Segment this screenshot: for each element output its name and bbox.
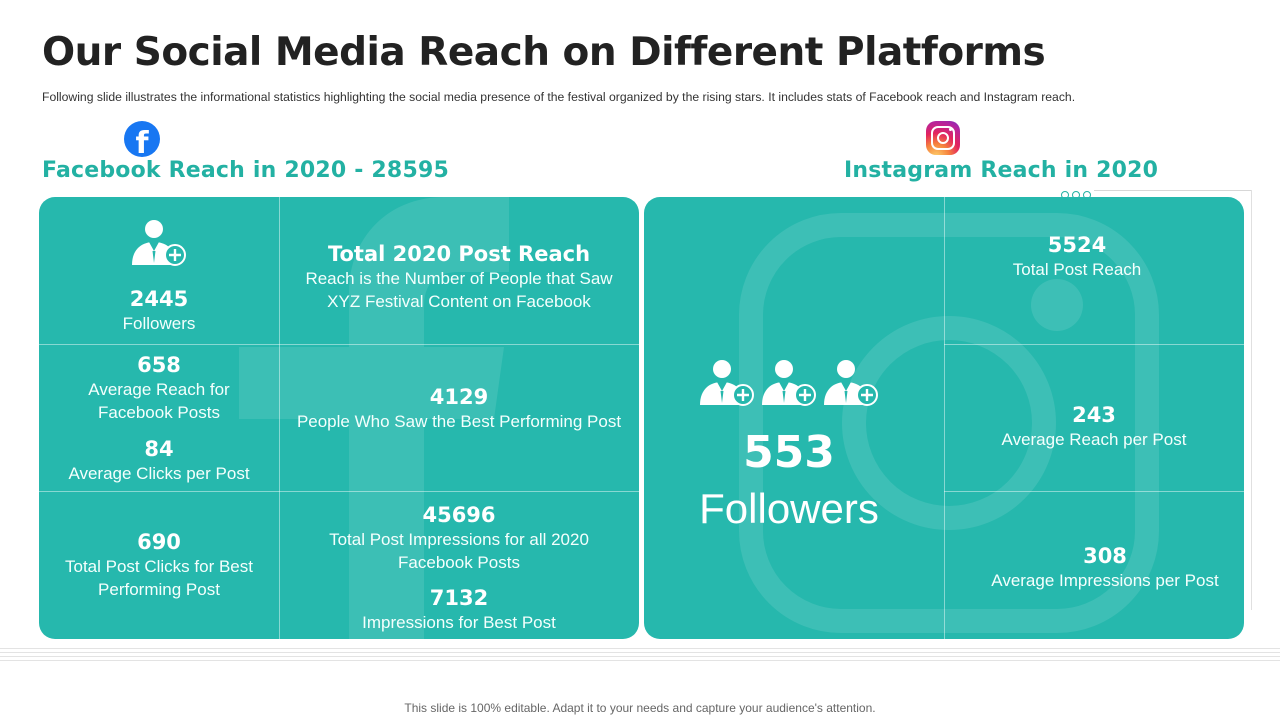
facebook-best-post-viewers-cell: 4129 People Who Saw the Best Performing …: [279, 344, 639, 474]
facebook-total-impressions-value: 45696: [422, 502, 496, 527]
page-subtitle: Following slide illustrates the informat…: [42, 90, 1076, 104]
instagram-average-reach-cell: 243 Average Reach per Post: [944, 387, 1244, 467]
facebook-followers-cell: 2445 Followers: [39, 205, 279, 344]
facebook-average-reach-label: Average Reach for Facebook Posts: [88, 379, 230, 422]
facebook-total-post-reach-cell: Total 2020 Post Reach Reach is the Numbe…: [279, 237, 639, 317]
facebook-total-impressions-label: Total Post Impressions for all 2020 Face…: [329, 529, 589, 572]
facebook-total-post-reach-title: Total 2020 Post Reach: [327, 242, 591, 266]
facebook-icon: f: [124, 121, 160, 161]
facebook-average-reach-cell: 658 Average Reach for Facebook Posts: [39, 353, 279, 423]
instagram-average-impressions-cell: 308 Average Impressions per Post: [944, 528, 1244, 608]
instagram-followers-label: Followers: [699, 485, 879, 532]
facebook-best-post-viewers-value: 4129: [429, 385, 489, 409]
instagram-followers-value: 553: [743, 427, 835, 478]
user-add-icon: [130, 215, 188, 269]
facebook-total-impressions-cell: 45696 Total Post Impressions for all 202…: [279, 501, 639, 575]
instagram-heading: Instagram Reach in 2020: [844, 158, 1159, 183]
facebook-total-post-reach-description: Reach is the Number of People that Saw X…: [305, 269, 613, 311]
instagram-total-post-reach-label: Total Post Reach: [1012, 260, 1142, 279]
decorative-line: [1094, 190, 1252, 191]
instagram-average-reach-value: 243: [1072, 403, 1116, 427]
user-add-icon: [822, 355, 880, 409]
facebook-panel: 2445 Followers Total 2020 Post Reach Rea…: [39, 197, 639, 639]
user-add-icon: [698, 355, 756, 409]
facebook-average-clicks-cell: 84 Average Clicks per Post: [39, 437, 279, 485]
facebook-average-clicks-value: 84: [144, 437, 174, 461]
instagram-icon: [926, 121, 960, 155]
page-title: Our Social Media Reach on Different Plat…: [42, 30, 1046, 75]
instagram-followers-cell: 553 Followers: [644, 347, 934, 547]
facebook-best-post-viewers-label: People Who Saw the Best Performing Post: [296, 412, 622, 431]
facebook-best-post-clicks-value: 690: [137, 529, 181, 554]
facebook-best-post-impressions-label: Impressions for Best Post: [362, 613, 556, 632]
instagram-average-impressions-label: Average Impressions per Post: [991, 571, 1219, 590]
facebook-average-clicks-label: Average Clicks per Post: [68, 464, 250, 483]
footer-divider: [0, 648, 1280, 664]
instagram-panel: 553 Followers 5524 Total Post Reach 243 …: [644, 197, 1244, 639]
facebook-logo-letter: f: [135, 126, 149, 161]
footer-note: This slide is 100% editable. Adapt it to…: [404, 701, 876, 715]
facebook-average-reach-value: 658: [137, 352, 181, 377]
user-add-icon-group: [698, 355, 880, 409]
user-add-icon: [760, 355, 818, 409]
facebook-followers-label: Followers: [122, 313, 196, 333]
instagram-average-reach-label: Average Reach per Post: [1001, 430, 1187, 449]
facebook-best-post-clicks-cell: 690 Total Post Clicks for Best Performin…: [39, 491, 279, 639]
facebook-best-post-impressions-cell: 7132 Impressions for Best Post: [279, 585, 639, 635]
instagram-average-impressions-value: 308: [1083, 544, 1127, 568]
decorative-line: [1251, 190, 1252, 610]
facebook-heading: Facebook Reach in 2020 - 28595: [42, 158, 449, 183]
facebook-best-post-clicks-label: Total Post Clicks for Best Performing Po…: [64, 556, 253, 599]
facebook-followers-value: 2445: [129, 286, 189, 311]
instagram-total-post-reach-cell: 5524 Total Post Reach: [944, 217, 1210, 297]
instagram-total-post-reach-value: 5524: [1047, 233, 1107, 257]
facebook-best-post-impressions-value: 7132: [429, 586, 489, 610]
